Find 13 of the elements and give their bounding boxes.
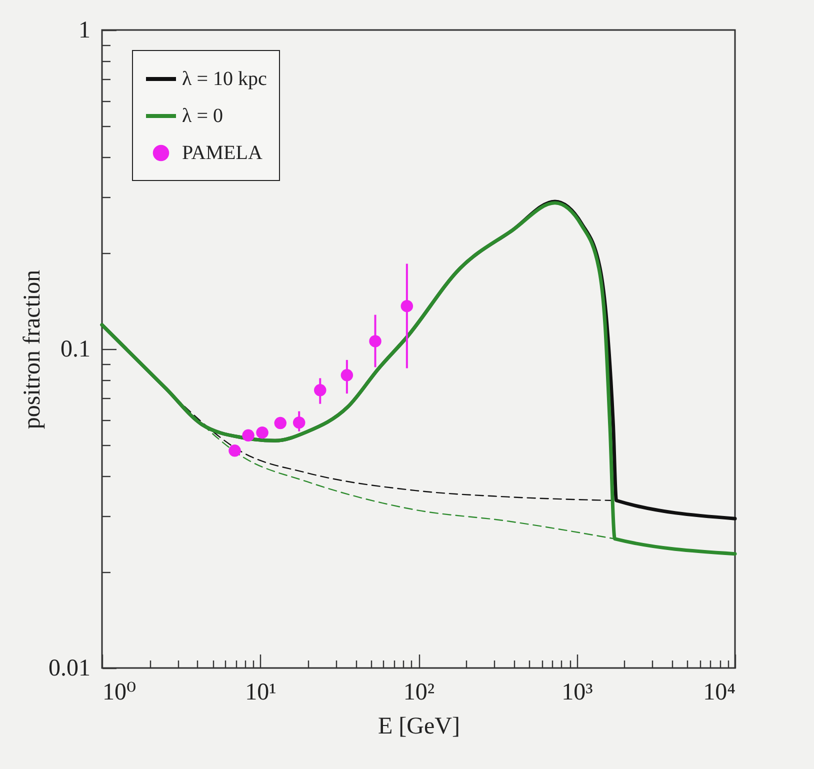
x-tick-label: 10² (403, 680, 435, 706)
x-tick-label: 10³ (562, 680, 593, 706)
legend-label: λ = 0 (182, 105, 223, 127)
y-axis-title: positron fraction (20, 270, 46, 430)
x-tick-label: 10⁴ (703, 680, 736, 706)
y-tick-label: 1 (78, 18, 90, 44)
x-tick-label: 10⁰ (102, 680, 136, 706)
legend-label: PAMELA (182, 142, 263, 164)
y-tick-label: 0.1 (60, 336, 90, 362)
x-axis-title: E [GeV] (378, 714, 460, 740)
y-tick-label: 0.01 (48, 656, 90, 682)
legend-label: λ = 10 kpc (182, 68, 267, 90)
x-tick-label: 10¹ (245, 680, 276, 706)
